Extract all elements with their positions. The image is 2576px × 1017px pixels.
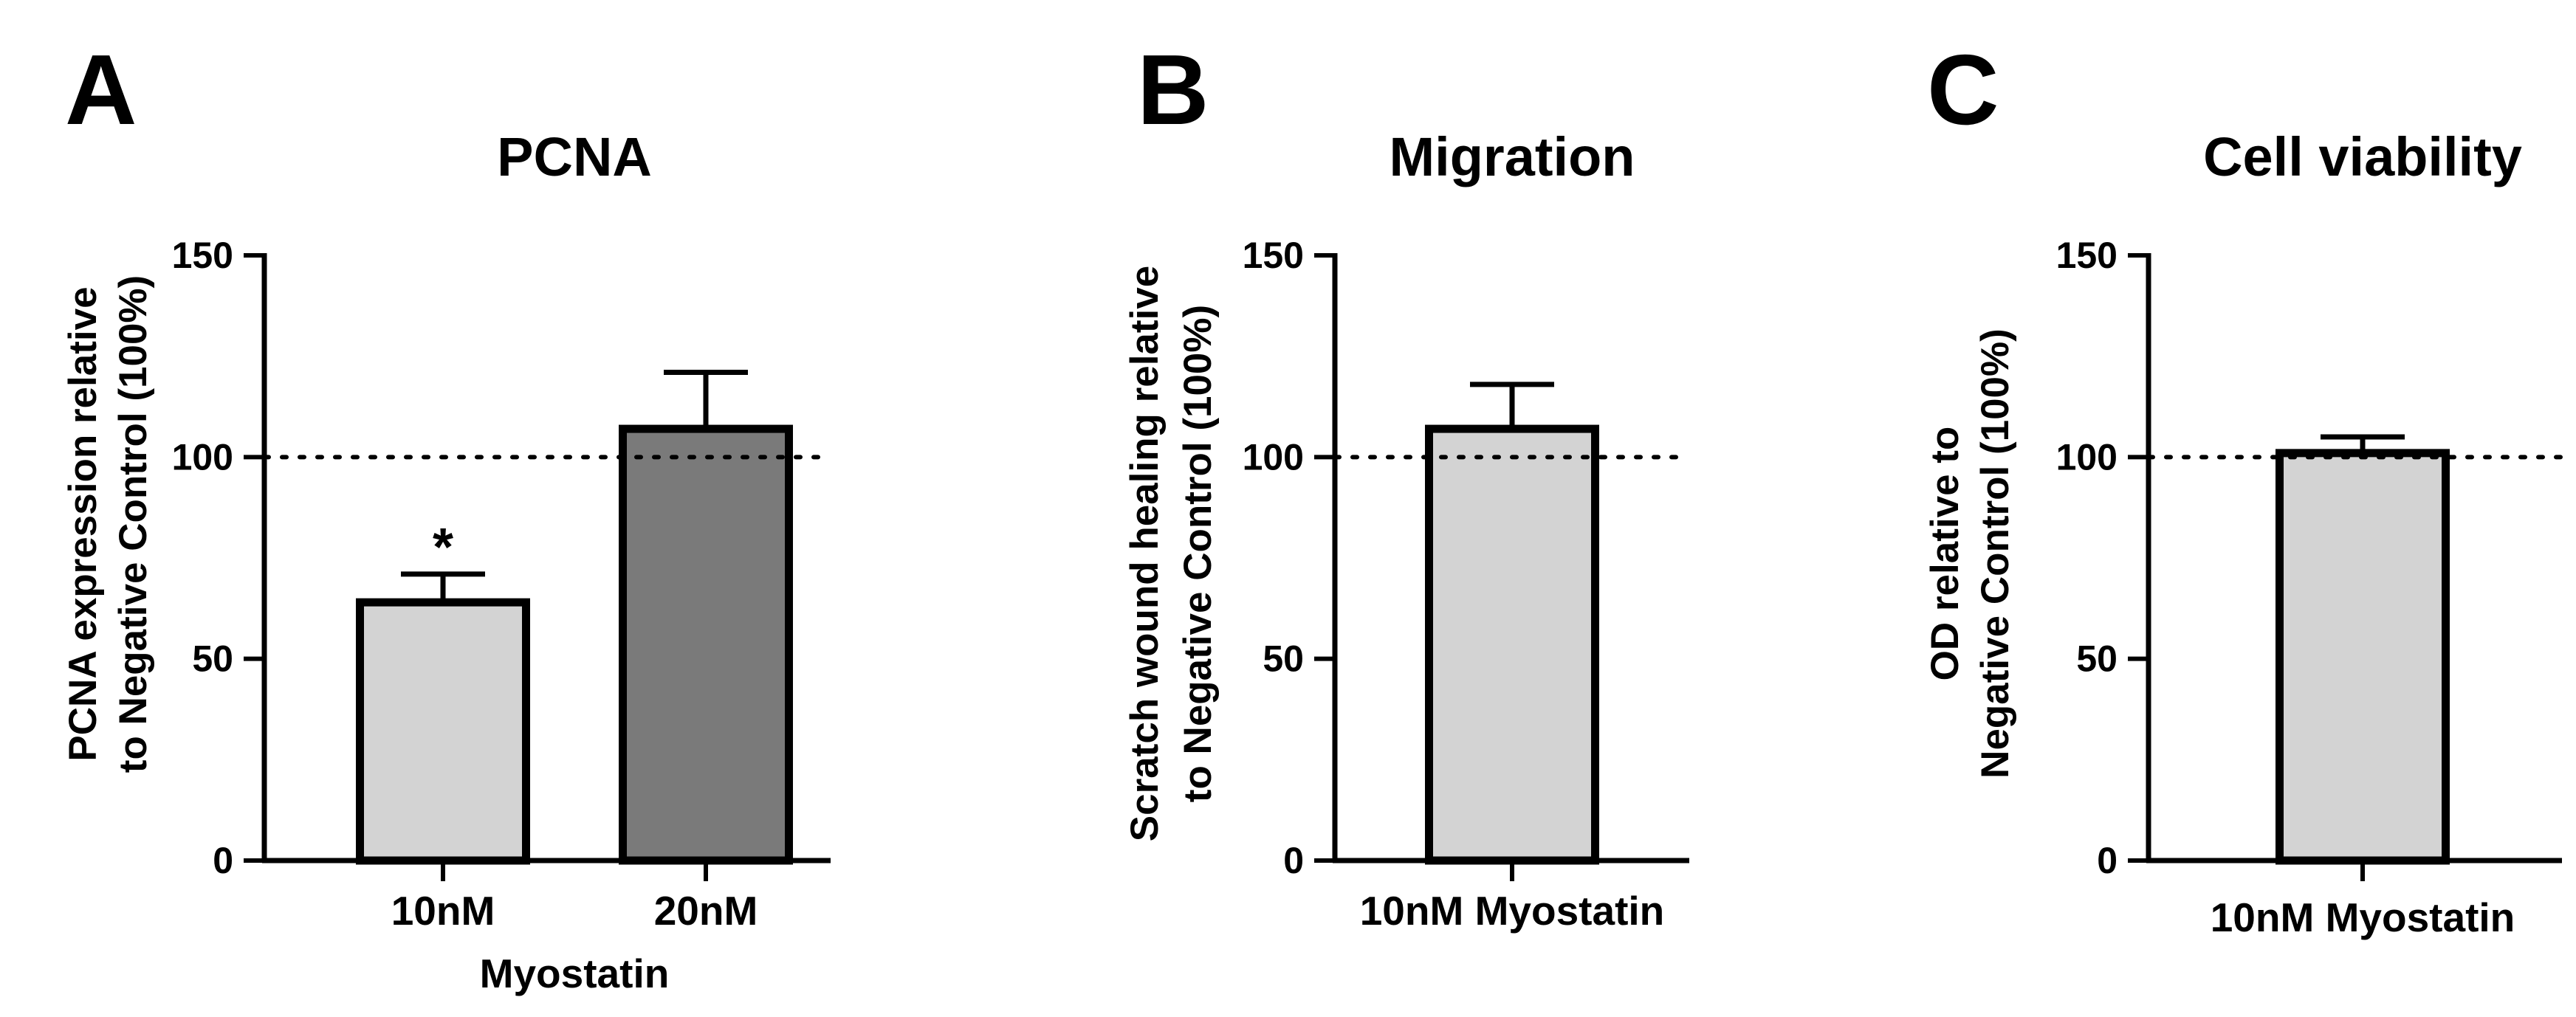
x-tick-label: 10nM Myostatin xyxy=(2211,894,2515,940)
y-axis-label: to Negative Control (100%) xyxy=(111,275,155,773)
x-tick-label: 10nM Myostatin xyxy=(1360,888,1665,934)
y-tick-label: 150 xyxy=(2056,235,2118,276)
chart-title: PCNA xyxy=(497,126,652,187)
y-tick-label: 100 xyxy=(172,436,233,478)
x-axis-label: Myostatin xyxy=(480,951,670,996)
chart-title: Migration xyxy=(1390,126,1635,187)
y-tick-label: 0 xyxy=(2097,840,2118,881)
y-tick-label: 50 xyxy=(192,638,233,680)
y-axis-label: PCNA expression relative xyxy=(61,286,105,761)
y-axis-label: Scratch wound healing relative xyxy=(1123,266,1167,841)
panel-letter: B xyxy=(1137,34,1209,145)
bar xyxy=(619,424,793,865)
chart-title: Cell viability xyxy=(2203,126,2522,187)
significance-marker: * xyxy=(433,518,453,577)
y-tick-label: 150 xyxy=(172,235,233,276)
y-tick-label: 0 xyxy=(213,840,233,881)
y-axis-label: OD relative to xyxy=(1923,427,1967,681)
y-tick-label: 100 xyxy=(1243,436,1304,478)
bar xyxy=(2276,449,2450,865)
y-tick-label: 50 xyxy=(1263,638,1304,680)
panel-letter: A xyxy=(65,34,137,145)
bar xyxy=(1425,424,1599,865)
y-axis-label: to Negative Control (100%) xyxy=(1176,305,1220,802)
panel-letter: C xyxy=(1927,34,1999,145)
bar xyxy=(356,598,530,865)
x-tick-label: 10nM xyxy=(391,888,495,934)
y-tick-label: 100 xyxy=(2056,436,2118,478)
y-tick-label: 150 xyxy=(1243,235,1304,276)
y-tick-label: 0 xyxy=(1283,840,1304,881)
y-tick-label: 50 xyxy=(2076,638,2118,680)
x-tick-label: 20nM xyxy=(654,888,758,934)
y-axis-label: Negative Control (100%) xyxy=(1974,328,2017,779)
